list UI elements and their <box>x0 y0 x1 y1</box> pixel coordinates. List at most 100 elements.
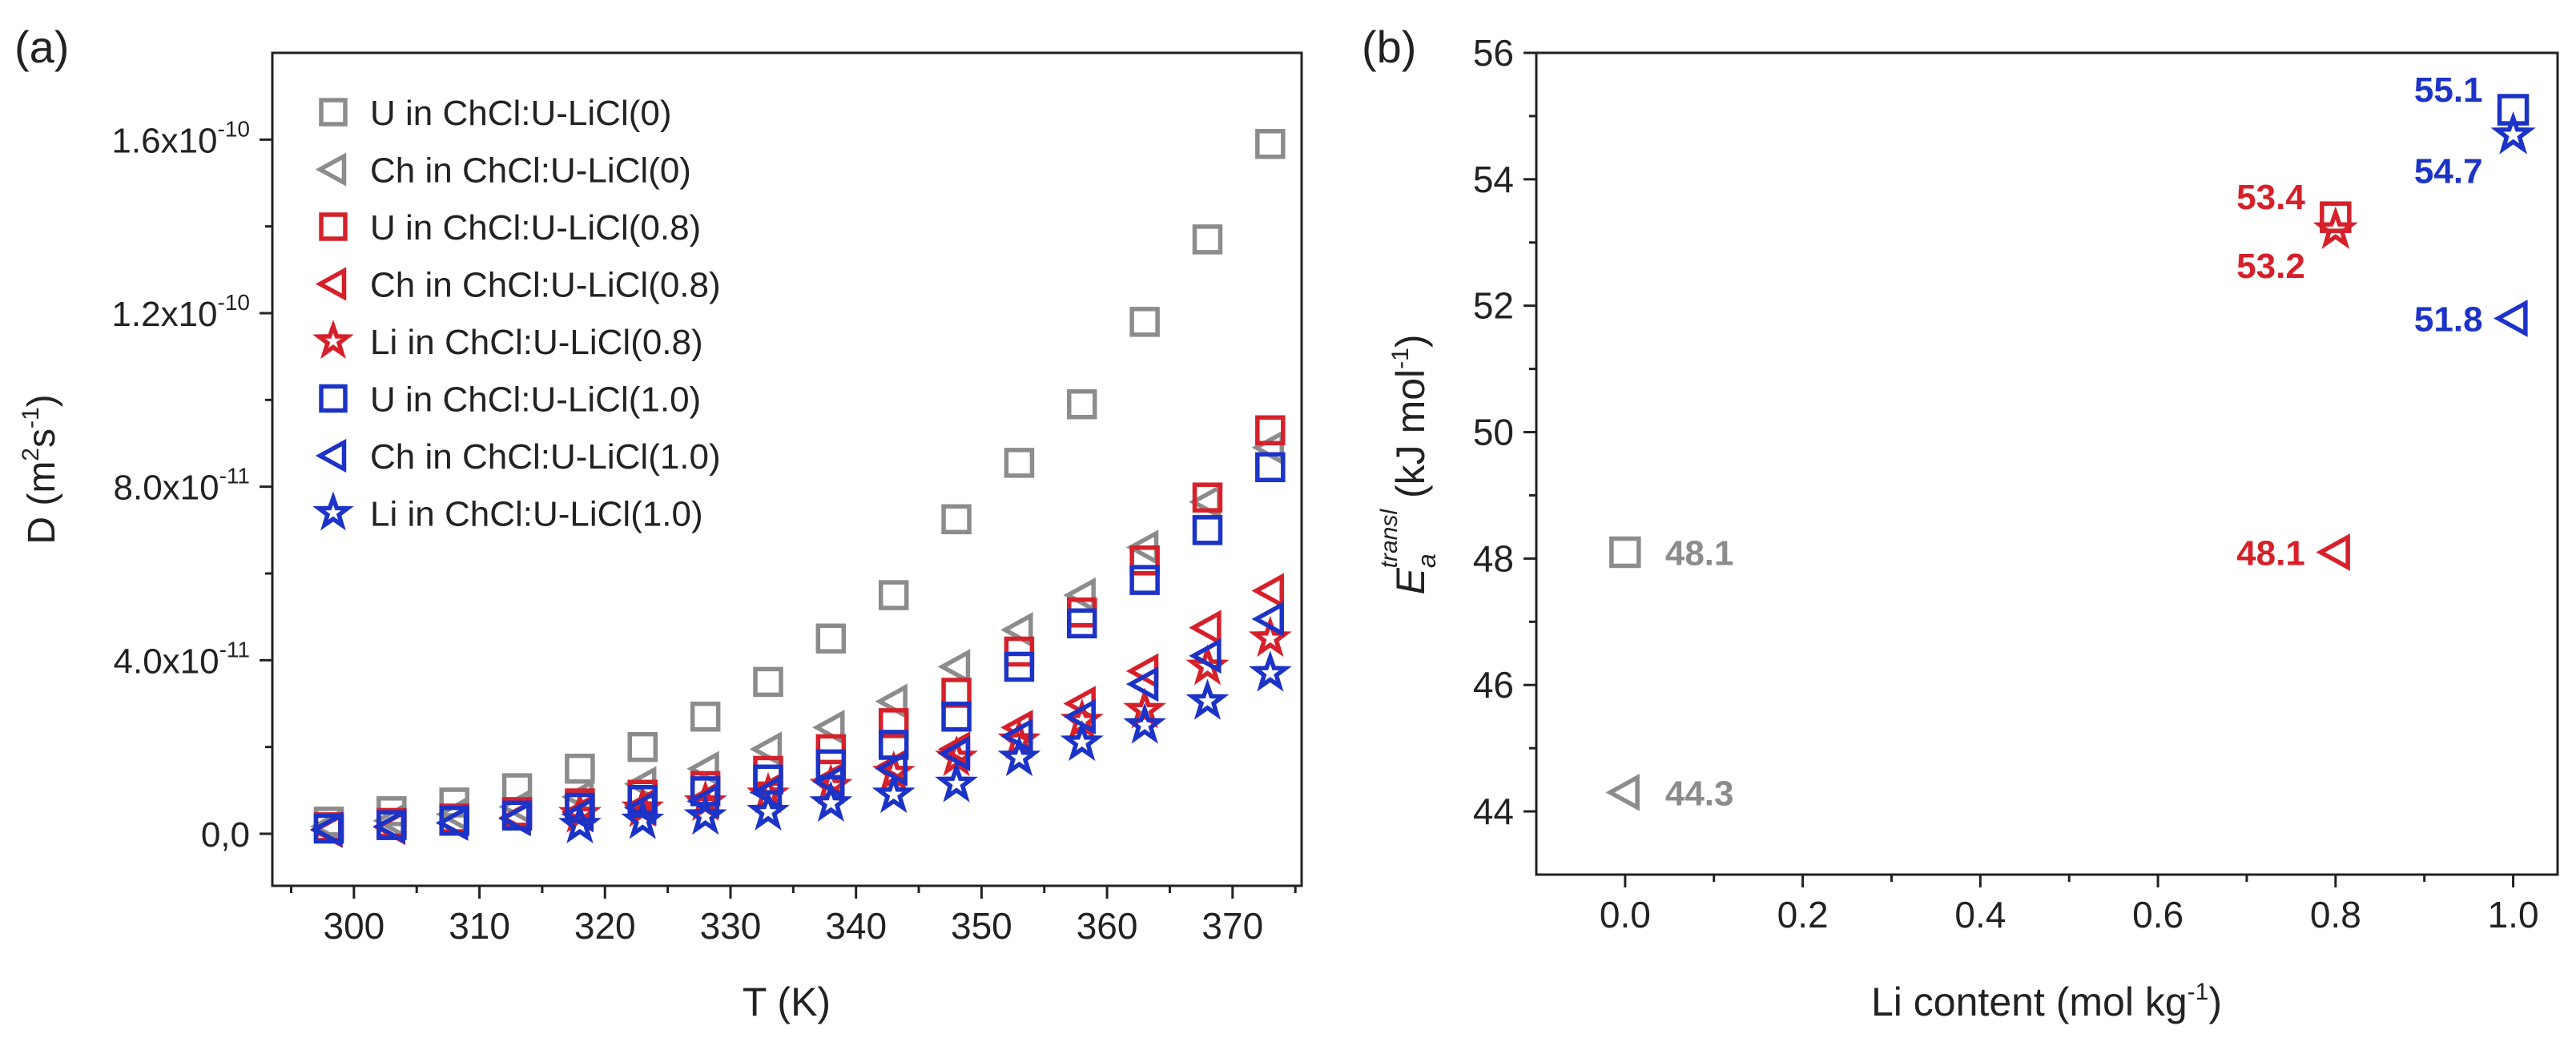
point-u-in-chcl-u-licl-1-0-348 <box>941 702 972 732</box>
panel-a-y-axis: 0,0 4.0x10-11 8.0x10-11 1.2x10-10 1.6x10-10 <box>111 116 272 855</box>
legend-label-ch-in-chcl-u-licl-0-8: Ch in ChCl:U-LiCl(0.8) <box>370 266 721 305</box>
panel-b-x-axis: 0.0 0.2 0.4 0.6 0.8 1.0 <box>1600 875 2539 935</box>
point-ch-in-chcl-u-licl-0-8-368 <box>1189 610 1222 646</box>
point-u-in-chcl-u-licl-0-318 <box>565 754 595 784</box>
point-u-in-chcl-u-licl-0-323 <box>627 731 658 762</box>
y-tick-label: 50 <box>1473 412 1514 453</box>
point-ch-in-chcl-u-licl-1-0-303 <box>372 808 406 845</box>
legend-label-li-in-chcl-u-licl-0-8: Li in ChCl:U-LiCl(0.8) <box>370 323 703 362</box>
point-ch-in-chcl-u-licl-1-0-313 <box>498 800 531 837</box>
legend-marker-u-in-chcl-u-licl-1-0 <box>319 384 348 413</box>
legend-label-ch-in-chcl-u-licl-1-0: Ch in ChCl:U-LiCl(1.0) <box>370 437 721 477</box>
y-tick-label: 48 <box>1473 537 1514 579</box>
point-u-in-chcl-u-licl-0-343 <box>878 580 909 610</box>
point-li-in-chcl-u-licl-1-0-318 <box>557 802 602 844</box>
point-ch-in-chcl-u-licl-1-0-348 <box>937 735 971 772</box>
point-u-in-chcl-u-licl-0-358 <box>1067 389 1097 420</box>
data-label: 44.3 <box>1665 774 1734 813</box>
x-tick-label: 0.8 <box>2310 894 2361 935</box>
legend-label-u-in-chcl-u-licl-0-8: U in ChCl:U-LiCl(0.8) <box>370 208 701 247</box>
point-u-in-chcl-u-licl-0-353 <box>1004 448 1035 478</box>
x-tick-label: 320 <box>574 905 636 947</box>
point-u-in-chcl-u-licl-0-8-373 <box>1255 415 1286 445</box>
x-tick-label: 0.6 <box>2132 894 2184 935</box>
panel-a-y-label: D (m2s-1) <box>18 394 63 544</box>
panel-b-frame <box>1535 51 2559 876</box>
y-tick-label: 0,0 <box>201 815 250 855</box>
legend-marker-ch-in-chcl-u-licl-0 <box>315 152 347 187</box>
y-tick-label: 8.0x10-11 <box>114 464 251 508</box>
point-li-in-chcl-u-licl-1-0-333 <box>747 789 790 831</box>
point-u-in-chcl-u-licl-1-0-343 <box>878 730 909 760</box>
point-li-in-chcl-u-licl-1-0-363 <box>1123 702 1167 744</box>
point-u-in-chcl-u-licl-1-0-368 <box>1192 515 1223 545</box>
point-u-in-chcl-u-licl-0-8-343 <box>878 708 909 738</box>
panel-a-legend: U in ChCl:U-LiCl(0) Ch in ChCl:U-LiCl(0) U… <box>312 94 721 534</box>
data-label: 53.4 <box>2236 178 2305 217</box>
legend-marker-u-in-chcl-u-licl-0-8 <box>319 212 348 241</box>
data-label: 51.8 <box>2414 300 2483 339</box>
point-ch-in-chcl-u-licl-1-0-363 <box>1125 666 1159 702</box>
point-u-in-chcl-u-licl-0-8-363 <box>1129 545 1160 576</box>
point-li-in-chcl-u-licl-1-0-358 <box>1060 719 1104 762</box>
point-u-in-chcl-u-licl-1-0-353 <box>1004 651 1035 682</box>
point-ch-blue-1 <box>2493 300 2528 337</box>
panel-a-x-axis: 300 310 320 330 340 350 360 370 <box>290 886 1297 947</box>
x-tick-label: 300 <box>323 905 384 947</box>
point-u-in-chcl-u-licl-0-8-353 <box>1004 636 1035 667</box>
x-tick-label: 340 <box>825 905 887 947</box>
point-ch-in-chcl-u-licl-1-0-308 <box>435 805 469 841</box>
data-label: 54.7 <box>2414 152 2483 191</box>
data-label: 48.1 <box>2236 533 2305 573</box>
panel-a-marks <box>310 129 1292 848</box>
x-tick-label: 0.2 <box>1777 894 1829 935</box>
y-tick-label: 56 <box>1473 32 1514 74</box>
legend-label-u-in-chcl-u-licl-1-0: U in ChCl:U-LiCl(1.0) <box>370 380 701 420</box>
point-u-in-chcl-u-licl-0-363 <box>1129 307 1160 337</box>
data-label: 55.1 <box>2414 70 2483 110</box>
legend-marker-li-in-chcl-u-licl-0-8 <box>312 319 354 360</box>
point-li-in-chcl-u-licl-1-0-353 <box>997 734 1041 777</box>
panel-a-x-label: T (K) <box>743 980 831 1024</box>
x-tick-label: 330 <box>700 905 762 947</box>
point-ch-gray-0 <box>1605 774 1640 811</box>
legend-marker-li-in-chcl-u-licl-1-0 <box>312 491 354 531</box>
y-tick-label: 54 <box>1473 159 1514 200</box>
point-li-in-chcl-u-licl-1-0-323 <box>621 798 665 839</box>
point-ch-in-chcl-u-licl-1-0-298 <box>310 811 343 847</box>
point-u-in-chcl-u-licl-0-8-368 <box>1192 482 1223 513</box>
data-label: 53.2 <box>2236 247 2305 286</box>
legend-marker-u-in-chcl-u-licl-0 <box>319 98 348 127</box>
point-u-in-chcl-u-licl-0-348 <box>941 504 972 535</box>
point-u-in-chcl-u-licl-1-0-358 <box>1067 608 1097 639</box>
legend-marker-ch-in-chcl-u-licl-1-0 <box>315 438 347 473</box>
y-tick-label: 46 <box>1473 664 1514 706</box>
panel-a-label: (a) <box>14 22 69 72</box>
data-label: 48.1 <box>1665 533 1734 573</box>
panel-b-marks: 48.1 44.3 53.4 53.2 48.1 55.1 54.7 51.8 <box>1605 70 2536 813</box>
x-tick-label: 0.0 <box>1600 894 1651 935</box>
point-u-in-chcl-u-licl-0-8-338 <box>815 734 847 765</box>
point-u-in-chcl-u-licl-0-368 <box>1192 224 1223 255</box>
point-u-in-chcl-u-licl-1-0-338 <box>815 749 847 780</box>
panel-b-y-label: Eatransl(kJ mol-1) <box>1376 335 1441 595</box>
point-li-in-chcl-u-licl-0-8-363 <box>1123 687 1167 729</box>
point-li-red-0.8 <box>2312 206 2358 249</box>
x-tick-label: 370 <box>1201 905 1263 947</box>
panel-b: (b) 0.0 0.2 0.4 0.6 0.8 1.0 44 46 48 50 52 54 56 Li… <box>1362 22 2559 1024</box>
point-ch-in-chcl-u-licl-0-8-373 <box>1251 573 1284 609</box>
point-li-in-chcl-u-licl-1-0-348 <box>935 761 979 803</box>
panel-b-y-axis: 44 46 48 50 52 54 56 <box>1473 32 1536 832</box>
y-tick-label: 4.0x10-11 <box>114 637 251 681</box>
point-ch-in-chcl-u-licl-0-373 <box>1251 429 1284 466</box>
panel-b-x-label: Li content (mol kg-1) <box>1871 979 2222 1024</box>
legend-label-ch-in-chcl-u-licl-0: Ch in ChCl:U-LiCl(0) <box>370 151 691 191</box>
x-tick-label: 360 <box>1077 905 1138 947</box>
point-u-in-chcl-u-licl-0-328 <box>690 702 721 732</box>
legend-label-li-in-chcl-u-licl-1-0: Li in ChCl:U-LiCl(1.0) <box>370 495 703 534</box>
y-tick-label: 44 <box>1473 791 1514 832</box>
panel-a: (a) 300 310 320 330 340 350 360 370 0,0 4.0x10-1… <box>14 22 1303 1024</box>
point-u-gray-0 <box>1609 536 1641 569</box>
point-u-in-chcl-u-licl-0-373 <box>1255 129 1286 159</box>
point-u-red-0.8 <box>2320 201 2352 233</box>
